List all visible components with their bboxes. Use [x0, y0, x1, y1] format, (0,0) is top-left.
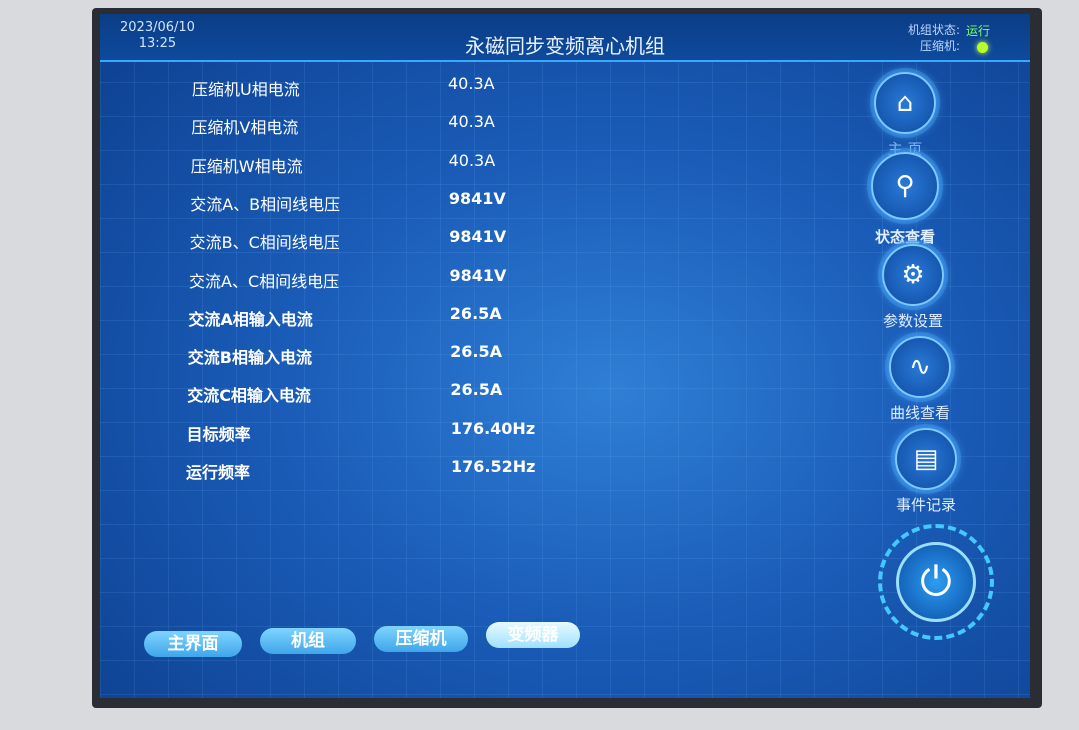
- row-label: 交流B、C相间线电压: [189, 233, 340, 253]
- row-value: 26.5A: [450, 380, 503, 400]
- tab-inverter[interactable]: 变频器: [486, 622, 580, 648]
- home-icon: ⌂: [874, 72, 936, 134]
- tab-compressor[interactable]: 压缩机: [374, 626, 468, 652]
- nav-event-log[interactable]: ▤ 事件记录: [871, 428, 981, 515]
- page-title: 永磁同步变频离心机组: [465, 34, 665, 58]
- row-value: 9841V: [449, 227, 507, 247]
- datetime: 2023/06/10 13:25: [120, 20, 195, 52]
- nav-home[interactable]: ⌂ 主 页: [850, 72, 960, 159]
- nav-label: 曲线查看: [889, 404, 950, 422]
- row-value: 9841V: [449, 265, 507, 285]
- row-label: 交流B相输入电流: [187, 348, 312, 368]
- compressor-status-led: [977, 42, 988, 53]
- tab-main[interactable]: 主界面: [144, 631, 242, 657]
- date: 2023/06/10: [120, 20, 195, 35]
- power-icon: ⏻: [896, 542, 976, 622]
- row-label: 交流C相输入电流: [187, 386, 311, 406]
- row-label: 交流A相输入电流: [188, 309, 313, 329]
- background-grid: [100, 14, 1030, 698]
- nav-curve-view[interactable]: ∿ 曲线查看: [865, 336, 975, 423]
- row-label: 压缩机W相电流: [190, 156, 303, 176]
- unit-status-label: 机组状态:: [907, 23, 960, 37]
- row-label: 交流A、C相间线电压: [189, 271, 340, 291]
- nav-label: 事件记录: [895, 496, 956, 514]
- row-label: 运行频率: [186, 463, 251, 482]
- row-value: 176.52Hz: [451, 457, 536, 476]
- row-label: 压缩机V相电流: [191, 118, 299, 138]
- compressor-label: 压缩机:: [919, 39, 960, 53]
- power-button[interactable]: ⏻: [878, 524, 994, 640]
- unit-status-value: 运行: [965, 24, 990, 38]
- tab-unit[interactable]: 机组: [260, 628, 356, 654]
- document-icon: ▤: [895, 428, 957, 490]
- row-value: 26.5A: [449, 303, 502, 323]
- row-label: 交流A、B相间线电压: [190, 194, 341, 214]
- nav-label: 状态查看: [874, 228, 935, 246]
- row-value: 9841V: [448, 188, 506, 208]
- row-value: 176.40Hz: [450, 418, 536, 438]
- row-label: 目标频率: [186, 424, 251, 444]
- gear-icon: ⚙: [882, 244, 944, 306]
- search-icon: ⚲: [871, 152, 939, 220]
- status-labels: 机组状态: 压缩机:: [908, 22, 960, 54]
- header-bar: 2023/06/10 13:25 永磁同步变频离心机组 机组状态: 压缩机: 运行: [100, 14, 1030, 62]
- row-value: 40.3A: [448, 112, 495, 132]
- nav-label: 参数设置: [882, 312, 943, 330]
- nav-parameter-settings[interactable]: ⚙ 参数设置: [858, 244, 968, 331]
- nav-status-view[interactable]: ⚲ 状态查看: [850, 152, 960, 247]
- row-value: 26.5A: [450, 342, 502, 362]
- time: 13:25: [138, 36, 177, 51]
- row-value: 40.3A: [448, 150, 496, 170]
- hmi-screen: 2023/06/10 13:25 永磁同步变频离心机组 机组状态: 压缩机: 运行 …: [100, 14, 1030, 698]
- waveform-icon: ∿: [889, 336, 951, 398]
- row-value: 40.3A: [448, 74, 495, 93]
- row-label: 压缩机U相电流: [192, 80, 300, 99]
